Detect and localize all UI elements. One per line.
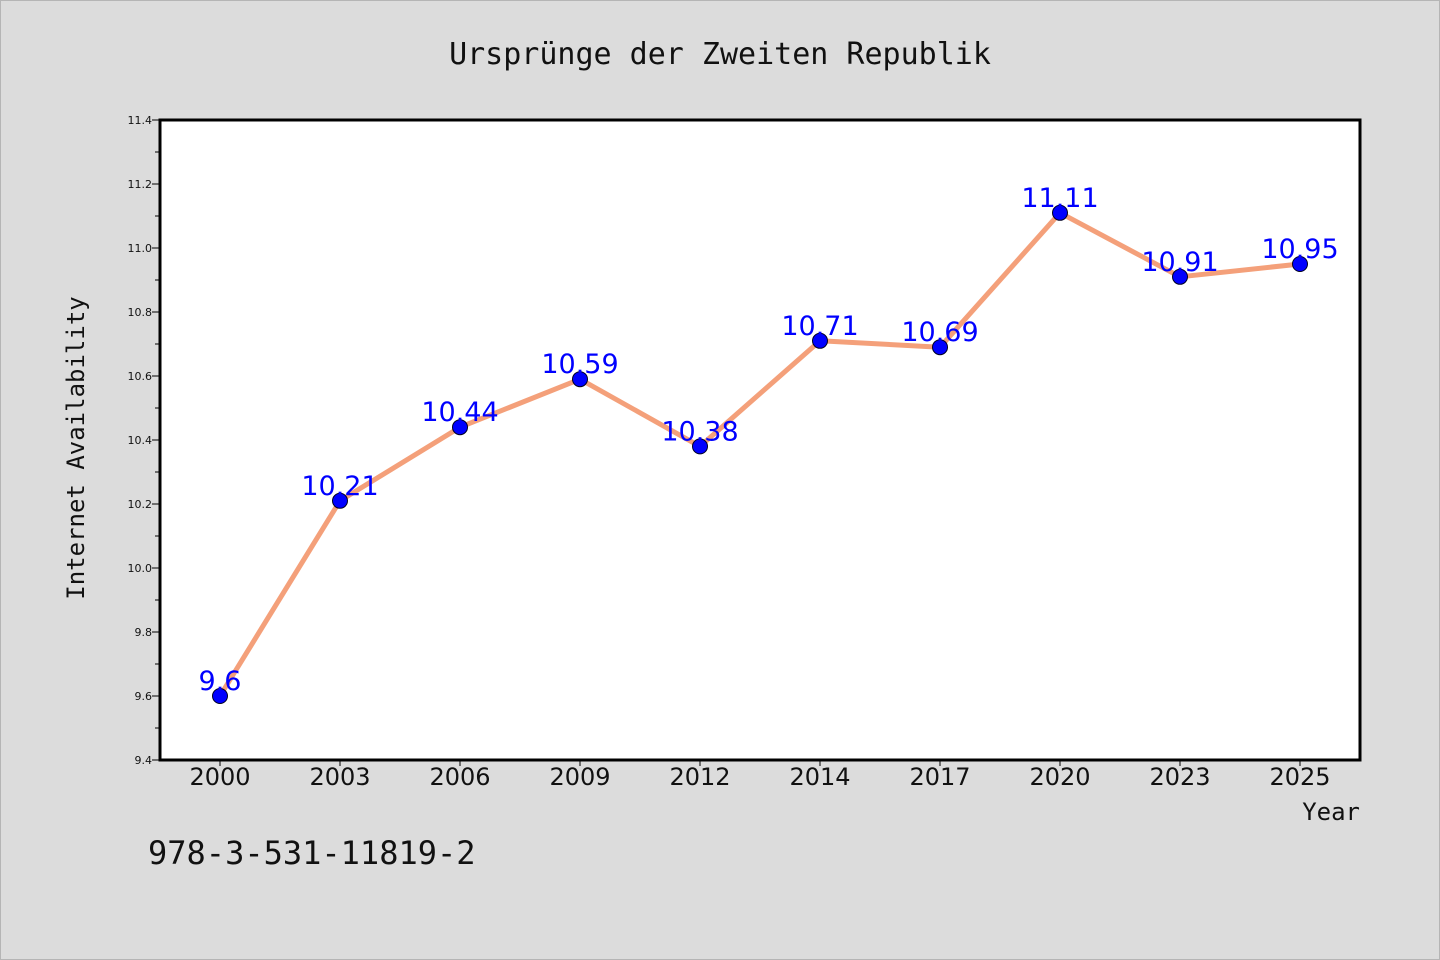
y-tick-label: 11.4: [128, 114, 153, 127]
y-tick-label: 10.0: [128, 562, 153, 575]
data-label: 10.95: [1261, 234, 1338, 265]
data-point: [812, 332, 828, 349]
x-tick-label: 2020: [1029, 763, 1090, 791]
data-point: [1052, 204, 1068, 221]
x-tick-label: 2003: [309, 763, 370, 791]
x-tick-label: 2012: [669, 763, 730, 791]
plot-area: [158, 118, 1362, 762]
x-tick-label: 2025: [1269, 763, 1330, 791]
data-label: 10.71: [781, 311, 858, 342]
y-tick-label: 9.8: [135, 626, 153, 639]
data-label: 10.21: [301, 471, 378, 502]
data-label: 9.6: [199, 666, 242, 697]
isbn-text: 978-3-531-11819-2: [148, 834, 476, 872]
y-tick-label: 9.4: [135, 754, 153, 767]
data-label: 10.44: [421, 397, 498, 428]
x-tick-label: 2014: [789, 763, 850, 791]
y-tick-label: 10.6: [128, 370, 153, 383]
y-axis-title: Internet Availability: [62, 296, 90, 599]
y-tick-label: 10.2: [128, 498, 153, 511]
x-tick-label: 2017: [909, 763, 970, 791]
x-tick-label: 2000: [189, 763, 250, 791]
x-tick-label: 2006: [429, 763, 490, 791]
x-axis-title: Year: [1302, 798, 1360, 826]
data-label: 10.38: [661, 416, 738, 447]
data-point: [692, 438, 708, 455]
y-tick-label: 11.0: [128, 242, 153, 255]
data-markers: [212, 204, 1308, 704]
data-label: 10.59: [541, 349, 618, 380]
data-point: [452, 419, 468, 436]
x-tick-label: 2009: [549, 763, 610, 791]
data-point: [572, 371, 588, 388]
y-tick-label: 10.4: [128, 434, 153, 447]
data-point: [932, 339, 948, 356]
series-line: [217, 210, 1301, 698]
y-axis: 9.4 9.6 9.8 10.0 10.2 10.4 10.6 10.8 11.0 11.2 11.…: [128, 114, 160, 767]
data-point: [1292, 256, 1308, 272]
data-label: 10.69: [901, 317, 978, 348]
y-tick-label: 10.8: [128, 306, 153, 319]
data-point: [212, 688, 228, 704]
y-tick-label: 9.6: [135, 690, 153, 703]
chart-title: Ursprünge der Zweiten Republik: [449, 37, 991, 72]
data-point: [1172, 268, 1188, 285]
x-tick-label: 2023: [1149, 763, 1210, 791]
y-tick-label: 11.2: [128, 178, 153, 191]
data-label: 11.11: [1021, 183, 1098, 214]
x-axis: 2000 2003 2006 2009 2012 2014 2017 2020 2023 2025: [189, 760, 1331, 791]
data-point: [332, 492, 348, 509]
data-labels: 9.6 10.21 10.44 10.59 10.38 10.71 10.69 11.11 10…: [199, 183, 1339, 697]
data-label: 10.91: [1141, 247, 1218, 278]
